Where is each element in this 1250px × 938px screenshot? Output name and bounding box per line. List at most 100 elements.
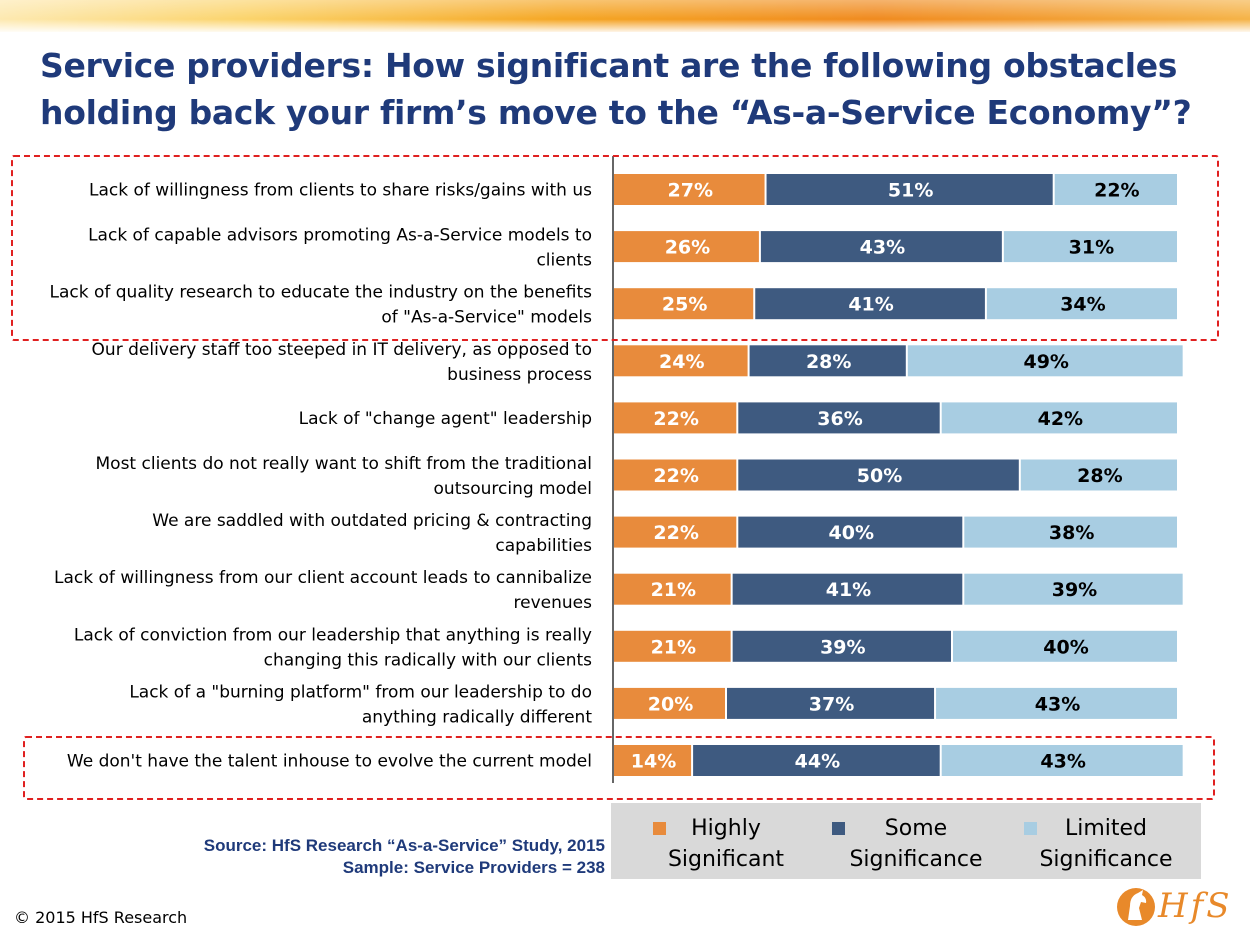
horse-icon	[1117, 888, 1155, 926]
bar-segment	[727, 687, 935, 719]
category-label: Lack of a "burning platform" from our le…	[129, 682, 592, 702]
bar-segment	[907, 345, 1183, 377]
bar-segment	[732, 630, 951, 662]
logo-text: HfS	[1158, 886, 1233, 926]
category-label: clients	[536, 251, 592, 271]
bar-segment	[964, 573, 1183, 605]
data-label: 34%	[1060, 294, 1105, 316]
bar-segment	[755, 288, 985, 320]
data-label: 24%	[659, 351, 704, 373]
bar-segment	[614, 573, 731, 605]
bar-segment	[738, 516, 963, 548]
hfs-logo: HfS	[1112, 882, 1242, 932]
category-label: We don't have the talent inhouse to evol…	[67, 752, 592, 772]
data-label: 22%	[653, 408, 698, 430]
data-label: 21%	[651, 579, 696, 601]
bar-segment	[986, 288, 1177, 320]
category-label: Lack of capable advisors promoting As-a-…	[88, 226, 592, 246]
data-label: 22%	[653, 465, 698, 487]
category-label: Our delivery staff too steeped in IT del…	[92, 340, 592, 360]
bar-segment	[964, 516, 1177, 548]
copyright: © 2015 HfS Research	[14, 908, 188, 927]
legend-item-limited-significance: Limited Significance	[1016, 813, 1196, 873]
data-label: 27%	[668, 180, 713, 202]
legend-label-line1: Some	[884, 816, 948, 841]
data-label: 43%	[1035, 693, 1080, 715]
data-label: 43%	[1040, 751, 1085, 773]
data-label: 28%	[1077, 465, 1122, 487]
bar-segment	[614, 174, 765, 205]
source-line: Source: HfS Research “As-a-Service” Stud…	[203, 836, 605, 855]
legend-item-highly-significant: Highly Significant	[651, 813, 801, 873]
bar-segment	[614, 345, 748, 377]
data-label: 14%	[631, 751, 676, 773]
bar-segment	[614, 516, 737, 548]
data-label: 37%	[809, 693, 854, 715]
legend-swatch	[1024, 822, 1037, 835]
data-label: 28%	[806, 351, 851, 373]
bar-segment	[941, 745, 1183, 776]
data-label: 39%	[820, 636, 865, 658]
data-label: 25%	[662, 294, 707, 316]
category-label: We are saddled with outdated pricing & c…	[152, 511, 592, 531]
bar-segment	[1003, 231, 1177, 263]
bar-segment	[614, 745, 692, 776]
data-label: 51%	[888, 180, 933, 202]
data-label: 50%	[857, 465, 902, 487]
bar-segment	[614, 288, 754, 320]
legend-label-line1: Limited	[1064, 816, 1148, 841]
data-label: 40%	[829, 522, 874, 544]
data-label: 26%	[665, 237, 710, 259]
legend-label-line2: Significance	[1039, 847, 1173, 872]
legend-label-line2: Significance	[849, 847, 983, 872]
data-label: 36%	[817, 408, 862, 430]
data-label: 42%	[1038, 408, 1083, 430]
category-label: Lack of willingness from clients to shar…	[89, 181, 592, 201]
bar-segment	[614, 687, 725, 719]
category-label: capabilities	[495, 536, 592, 556]
bar-segment	[760, 231, 1002, 263]
bar-segment	[766, 174, 1053, 205]
bar-segment	[738, 459, 1019, 491]
stacked-bar-chart: Lack of willingness from clients to shar…	[49, 156, 1183, 783]
bar-segment	[693, 745, 940, 776]
data-label: 41%	[848, 294, 893, 316]
legend-item-some-significance: Some Significance	[826, 813, 1006, 873]
category-label: anything radically different	[362, 707, 593, 727]
bar-segment	[614, 231, 759, 263]
page-title: Service providers: How significant are t…	[40, 46, 1192, 132]
source-note: Source: HfS Research “As-a-Service” Stud…	[60, 835, 605, 879]
legend-label-line1: Highly	[691, 816, 761, 841]
legend-swatch	[832, 822, 845, 835]
category-label: of "As-a-Service" models	[381, 308, 592, 328]
sample-line: Sample: Service Providers = 238	[342, 858, 605, 877]
category-label: Lack of quality research to educate the …	[49, 283, 592, 303]
data-label: 40%	[1043, 636, 1088, 658]
bar-segment	[941, 402, 1177, 434]
bar-segment	[614, 402, 737, 434]
bar-segment	[738, 402, 940, 434]
bar-segment	[614, 630, 731, 662]
category-label: Lack of willingness from our client acco…	[54, 568, 592, 588]
data-label: 44%	[795, 751, 840, 773]
data-label: 39%	[1052, 579, 1097, 601]
category-label: Lack of "change agent" leadership	[299, 409, 592, 429]
bar-segment	[749, 345, 906, 377]
data-label: 38%	[1049, 522, 1094, 544]
category-label: outsourcing model	[434, 479, 592, 499]
data-label: 49%	[1023, 351, 1068, 373]
highlight-box-bottom	[23, 736, 1215, 800]
bar-segment	[1020, 459, 1177, 491]
data-label: 20%	[648, 693, 693, 715]
category-label: changing this radically with our clients	[264, 650, 593, 670]
bar-segment	[614, 459, 737, 491]
legend-label-line2: Significant	[667, 847, 785, 872]
highlight-box-top	[11, 155, 1219, 341]
category-label: business process	[447, 365, 592, 385]
bar-segment	[732, 573, 963, 605]
data-label: 21%	[651, 636, 696, 658]
category-label: Most clients do not really want to shift…	[96, 454, 593, 474]
header-banner	[0, 0, 1250, 32]
legend-swatch	[653, 822, 666, 835]
bar-segment	[1054, 174, 1177, 205]
